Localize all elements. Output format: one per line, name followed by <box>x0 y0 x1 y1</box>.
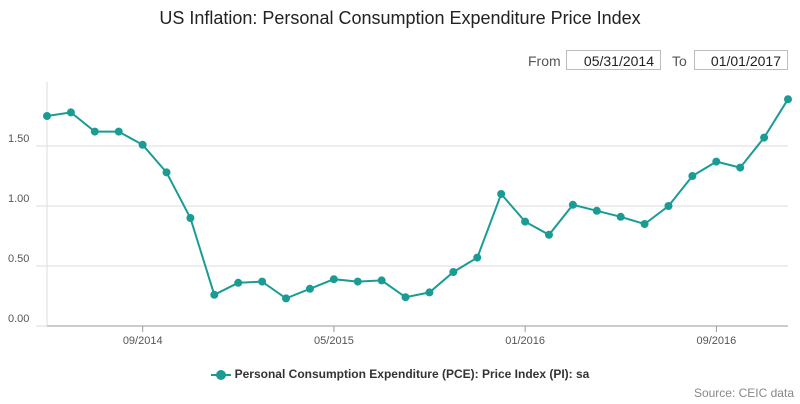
y-tick-label: 0.00 <box>8 313 29 325</box>
data-point <box>401 293 410 302</box>
data-point <box>186 214 195 222</box>
series-points <box>43 95 792 303</box>
chart-title: US Inflation: Personal Consumption Expen… <box>159 8 641 28</box>
y-axis: 0.00 0.50 1.00 1.50 <box>8 133 29 325</box>
x-tick-label: 05/2015 <box>314 335 354 347</box>
data-point <box>497 190 506 198</box>
x-axis: 09/2014 05/2015 01/2016 09/2016 <box>46 82 788 347</box>
data-point <box>712 157 721 166</box>
x-tick-label: 01/2016 <box>505 335 545 347</box>
data-point <box>43 112 51 120</box>
data-point <box>282 294 291 303</box>
data-point <box>210 290 219 299</box>
data-point <box>234 278 243 287</box>
x-tick-label: 09/2014 <box>123 335 163 347</box>
data-point <box>592 206 601 215</box>
data-point <box>544 230 553 239</box>
data-point <box>138 140 147 149</box>
from-label: From <box>528 53 561 69</box>
data-point <box>473 253 482 262</box>
legend[interactable]: Personal Consumption Expenditure (PCE): … <box>0 367 800 381</box>
data-point <box>162 168 171 177</box>
x-tick-label: 09/2016 <box>697 335 737 347</box>
data-point <box>114 127 123 136</box>
data-point <box>736 163 745 172</box>
data-point <box>305 284 314 293</box>
to-date-input[interactable]: 01/01/2017 <box>694 50 788 70</box>
data-point <box>568 200 577 209</box>
data-point <box>258 277 267 286</box>
line-chart: 0.000.501.001.50 09/2014 05/2015 01/2016 09… <box>8 82 792 347</box>
data-point <box>449 268 458 276</box>
series-path <box>46 98 789 300</box>
data-point <box>90 127 99 136</box>
data-point <box>66 108 75 117</box>
data-point <box>425 288 434 297</box>
y-tick-label: 0.50 <box>8 253 29 265</box>
data-point <box>664 202 673 210</box>
data-point <box>377 276 386 285</box>
y-tick-label: 1.00 <box>8 193 29 205</box>
data-point <box>688 172 697 180</box>
grid-lines <box>36 145 788 327</box>
source-note: Source: CEIC data <box>693 386 794 400</box>
y-tick-label: 1.50 <box>8 133 29 145</box>
data-point <box>784 95 792 104</box>
data-point <box>353 277 362 286</box>
data-point <box>640 220 649 228</box>
data-point <box>329 275 338 284</box>
from-date-input[interactable]: 05/31/2014 <box>566 50 661 70</box>
data-point <box>616 212 625 221</box>
to-label: To <box>672 53 687 69</box>
series-line <box>46 98 789 300</box>
data-point <box>521 217 530 226</box>
legend-marker-icon <box>210 369 231 380</box>
legend-label: Personal Consumption Expenditure (PCE): … <box>234 367 590 381</box>
data-point <box>760 133 769 142</box>
